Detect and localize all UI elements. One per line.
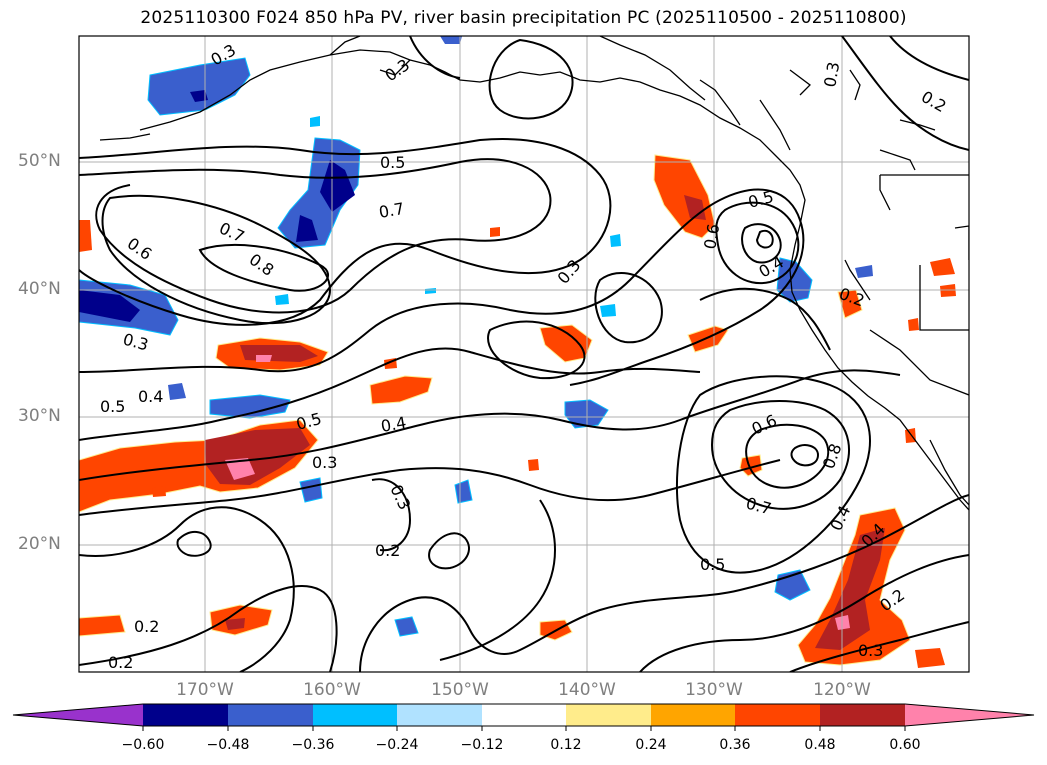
contour-label: 0.5 — [380, 153, 405, 172]
colorbar-extend-right — [905, 704, 1034, 726]
colorbar-tick-label: −0.48 — [206, 737, 250, 753]
contour-label: 0.5 — [100, 397, 125, 416]
colorbar-tick-label: −0.60 — [121, 737, 165, 753]
colorbar-tick-label: −0.12 — [460, 737, 504, 753]
colorbar-segment — [313, 704, 397, 726]
colorbar-segment — [820, 704, 905, 726]
contour-label: 0.2 — [134, 617, 159, 636]
colorbar-tick-label: −0.24 — [375, 737, 419, 753]
contour-label: 0.2 — [375, 541, 400, 560]
map-title: 2025110300 F024 850 hPa PV, river basin … — [140, 8, 907, 28]
lat-label: 50°N — [18, 151, 61, 171]
lon-label: 160°W — [303, 680, 361, 700]
colorbar-segment — [397, 704, 482, 726]
colorbar-segment — [143, 704, 228, 726]
lat-label: 40°N — [18, 279, 61, 299]
colorbar-segment — [651, 704, 735, 726]
lat-label: 20°N — [18, 534, 61, 554]
negative-precip-shading — [79, 36, 873, 637]
contour-label: 0.3 — [312, 453, 337, 472]
colorbar-tick-label: 0.12 — [550, 737, 582, 753]
lon-label: 150°W — [431, 680, 489, 700]
contour-label: 0.4 — [138, 387, 163, 406]
colorbar-segment — [735, 704, 820, 726]
colorbar-tick-label: 0.24 — [635, 737, 667, 753]
lon-label: 120°W — [813, 680, 871, 700]
pv-contours — [79, 36, 969, 672]
colorbar-tick-label: 0.36 — [719, 737, 751, 753]
coastlines — [99, 36, 969, 511]
colorbar-segment — [566, 704, 651, 726]
colorbar-segment — [228, 704, 313, 726]
colorbar-tick-label: −0.36 — [291, 737, 335, 753]
contour-label: 0.6 — [700, 222, 723, 250]
contour-label: 0.5 — [700, 555, 725, 574]
lon-label: 170°W — [176, 680, 234, 700]
contour-label: 0.2 — [108, 653, 133, 672]
map-frame — [78, 35, 970, 673]
contour-label: 0.3 — [858, 641, 883, 660]
contour-label: 0.3 — [820, 60, 843, 88]
lon-label: 140°W — [558, 680, 616, 700]
colorbar-extend-left — [13, 704, 143, 726]
colorbar-tick-label: 0.60 — [889, 737, 921, 753]
lon-label: 130°W — [685, 680, 743, 700]
colorbar-segment — [482, 704, 566, 726]
contour-label: 0.4 — [379, 413, 407, 436]
lat-label: 30°N — [18, 406, 61, 426]
map-plot-area: 0.3 0.3 0.3 0.2 0.5 0.7 0.6 0.7 0.8 0.3 … — [79, 36, 969, 672]
colorbar-tick-label: 0.48 — [804, 737, 836, 753]
graticule — [79, 36, 969, 672]
contour-label: 0.7 — [377, 199, 405, 222]
colorbar — [12, 703, 1035, 731]
